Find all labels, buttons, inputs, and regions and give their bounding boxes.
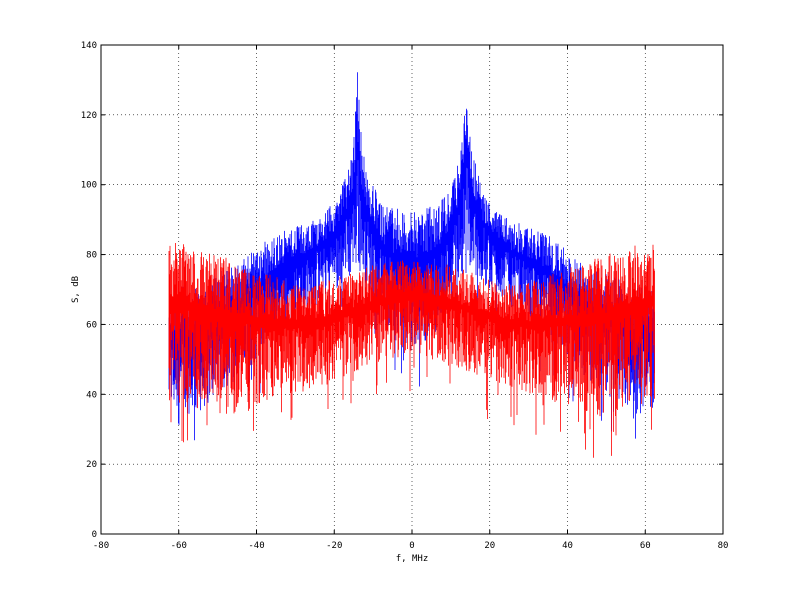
x-tick-label: -20 [326,541,342,551]
x-tick-label: -80 [93,541,109,551]
y-tick-label: 40 [86,390,97,400]
x-tick-label: 40 [562,541,573,551]
x-axis-label: f, MHz [396,554,429,564]
y-tick-label: 80 [86,251,97,261]
y-tick-label: 140 [81,41,97,51]
ticks: -80 -60 -40 -20 0 20 40 60 80 0 20 40 60 80 100 120 140 [81,41,729,551]
x-tick-label: 0 [409,541,414,551]
x-tick-label: -40 [248,541,264,551]
x-tick-label: 60 [640,541,651,551]
x-tick-label: 80 [718,541,729,551]
y-tick-label: 60 [86,320,97,330]
series-group [168,72,655,458]
series-2-trace [168,243,655,458]
y-axis-label: S, dB [71,276,81,303]
series-2-line [168,243,655,458]
y-tick-label: 20 [86,460,97,470]
y-tick-label: 120 [81,111,97,121]
y-tick-label: 0 [92,530,97,540]
y-tick-label: 100 [81,181,97,191]
x-tick-label: -60 [171,541,187,551]
x-tick-label: 20 [484,541,495,551]
